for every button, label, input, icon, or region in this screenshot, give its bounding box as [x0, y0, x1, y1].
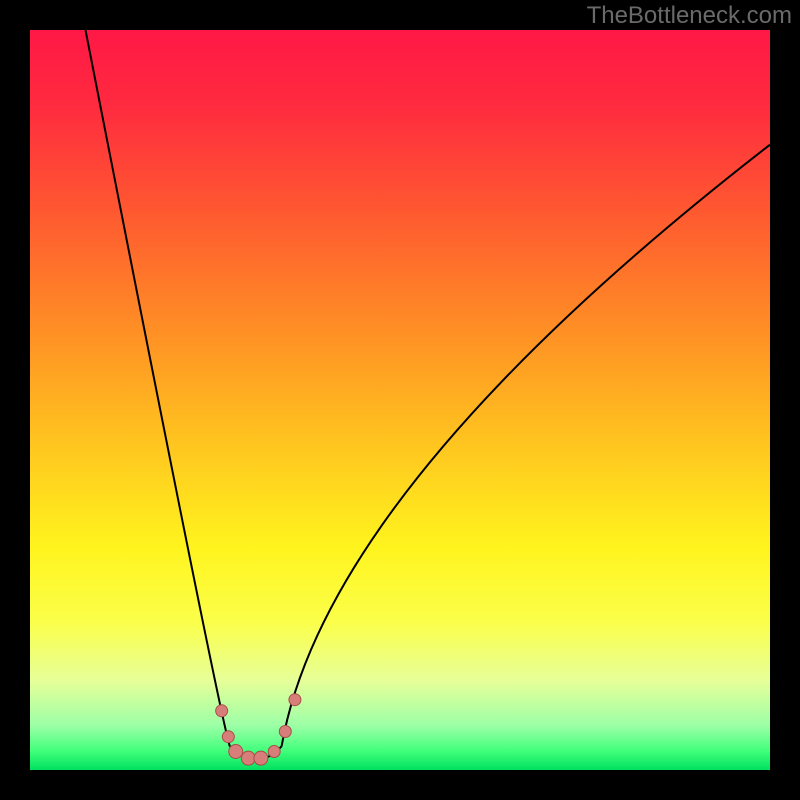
marker-point [254, 751, 268, 765]
marker-point [222, 731, 234, 743]
marker-point [241, 751, 255, 765]
marker-point [279, 726, 291, 738]
plot-background [30, 30, 770, 770]
marker-point [229, 745, 243, 759]
chart-container: TheBottleneck.com [0, 0, 800, 800]
watermark-text: TheBottleneck.com [587, 2, 792, 30]
marker-point [268, 746, 280, 758]
marker-point [289, 694, 301, 706]
chart-svg [0, 0, 800, 800]
marker-point [216, 705, 228, 717]
